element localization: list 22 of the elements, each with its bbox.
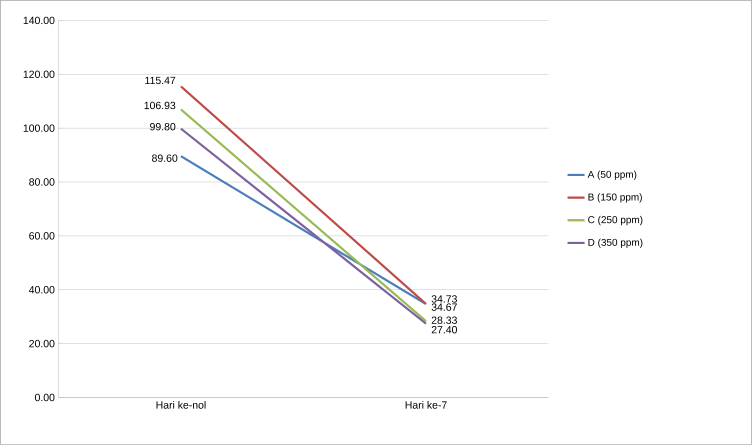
data-label: 89.60 xyxy=(152,154,178,162)
data-label: 28.33 xyxy=(432,316,457,324)
legend-label: C (250 ppm) xyxy=(588,216,642,226)
y-tick-label: 80.00 xyxy=(29,178,54,186)
x-tick-label: Hari ke-7 xyxy=(406,401,447,409)
legend-label: B (150 ppm) xyxy=(588,193,642,203)
y-tick-label: 0.00 xyxy=(34,394,54,402)
legend-label: A (50 ppm) xyxy=(588,170,636,180)
y-tick-label: 100.00 xyxy=(24,124,54,132)
y-tick-label: 140.00 xyxy=(24,16,54,24)
data-label: 27.40 xyxy=(432,326,457,334)
legend-label: D (350 ppm) xyxy=(588,238,642,248)
data-label: 106.93 xyxy=(144,102,176,110)
y-tick-label: 20.00 xyxy=(29,340,54,348)
x-tick-label: Hari ke-nol xyxy=(156,401,206,409)
y-tick-label: 60.00 xyxy=(29,232,54,240)
y-tick-label: 40.00 xyxy=(28,286,54,294)
data-label: 99.80 xyxy=(150,123,176,130)
data-label: 34.67 xyxy=(432,303,457,311)
data-label: 34.73 xyxy=(432,295,457,303)
data-label: 115.47 xyxy=(145,76,176,84)
y-tick-label: 120.00 xyxy=(24,70,54,78)
